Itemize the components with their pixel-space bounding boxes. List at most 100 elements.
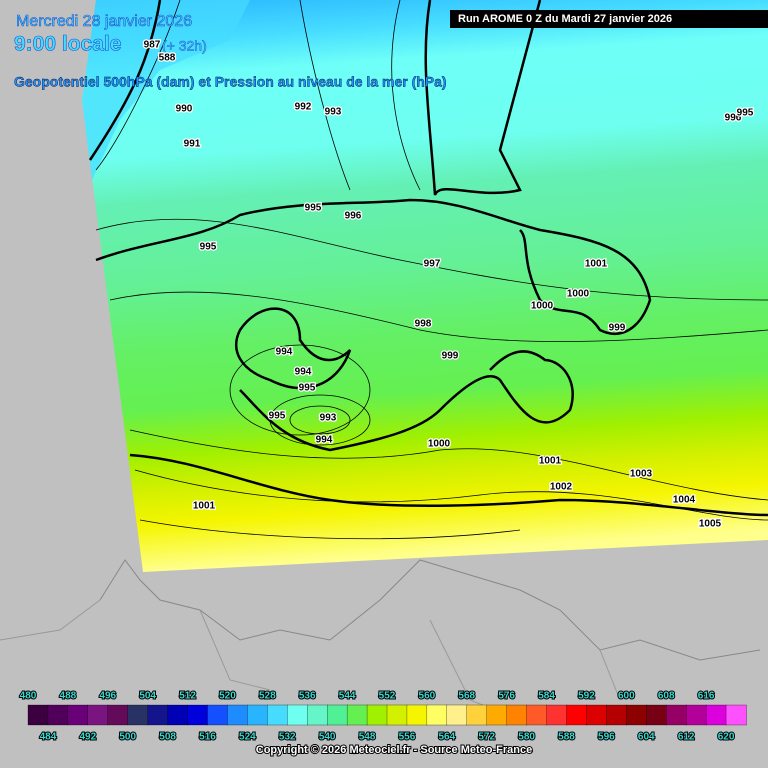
isobar-label: 992 [295, 102, 312, 113]
isobar-label: 990 [176, 104, 193, 115]
isobar-label: 1000 [531, 301, 554, 312]
legend-swatch [207, 704, 229, 726]
legend-swatch [686, 704, 707, 726]
legend-swatch [606, 704, 627, 726]
legend-swatch [247, 704, 268, 726]
legend-label: 540 [319, 732, 336, 743]
isobar-label: 999 [609, 323, 626, 334]
run-box [450, 10, 768, 28]
isobar-label: 1001 [585, 259, 608, 270]
legend-label: 480 [20, 691, 37, 702]
legend-swatch [725, 704, 747, 726]
run-info: Run AROME 0 Z du Mardi 27 janvier 2026 [458, 13, 672, 25]
legend-swatch [227, 704, 249, 726]
isobar-label: 994 [295, 367, 312, 378]
isobar-label: 998 [415, 319, 432, 330]
legend-swatch [646, 704, 667, 726]
isobar-label: 995 [305, 203, 322, 214]
legend-swatch [506, 704, 528, 726]
isobar-label: 588 [159, 53, 176, 64]
legend-swatch [287, 704, 308, 726]
isobar-label: 991 [184, 139, 201, 150]
legend-label: 496 [99, 691, 116, 702]
legend-swatch [107, 704, 129, 726]
legend-label: 584 [538, 691, 555, 702]
isobar-label: 1001 [193, 501, 216, 512]
legend-label: 572 [478, 732, 495, 743]
legend-label: 548 [359, 732, 376, 743]
legend-label: 564 [438, 732, 455, 743]
legend-label: 604 [638, 732, 655, 743]
legend-label: 532 [279, 732, 296, 743]
isobar-label: 995 [737, 108, 754, 119]
isobar-label: 993 [320, 413, 337, 424]
isobar-label: 1000 [567, 289, 590, 300]
legend-label: 488 [60, 691, 77, 702]
isobar-label: 995 [200, 242, 217, 253]
legend-label: 536 [299, 691, 316, 702]
legend-swatch [346, 704, 368, 726]
border [0, 599, 621, 721]
legend-label: 568 [458, 691, 475, 702]
legend-swatch [167, 704, 189, 726]
legend-swatch [526, 704, 548, 726]
legend-swatch [566, 704, 588, 726]
legend-swatch [446, 704, 468, 726]
legend: 480 484 488 492 496 500 504 508 512 516 520 524 528 5… [19, 690, 747, 744]
copyright: Copyright © 2026 Meteociel.fr - Source M… [256, 744, 532, 756]
legend-swatch [586, 704, 608, 726]
isobar-label: 995 [299, 383, 316, 394]
legend-label: 544 [339, 691, 356, 702]
forecast-date: Mercredi 28 janvier 2026 [16, 13, 192, 30]
legend-label: 588 [558, 732, 575, 743]
model-domain [82, 0, 768, 572]
legend-label: 600 [618, 691, 635, 702]
field-description: Geopotentiel 500hPa (dam) et Pression au… [14, 74, 447, 90]
legend-label: 508 [159, 732, 176, 743]
legend-swatch [327, 704, 348, 726]
legend-label: 520 [219, 691, 236, 702]
legend-label: 528 [259, 691, 276, 702]
legend-swatch [705, 704, 727, 726]
legend-label: 500 [119, 732, 136, 743]
isobar-label: 1003 [630, 469, 653, 480]
legend-label: 524 [239, 732, 256, 743]
legend-label: 560 [419, 691, 436, 702]
legend-swatch [27, 704, 49, 726]
legend-label: 556 [399, 732, 416, 743]
legend-label: 512 [179, 691, 196, 702]
legend-swatch [406, 704, 428, 726]
legend-label: 492 [79, 732, 96, 743]
legend-label: 616 [698, 691, 715, 702]
isobar-label: 993 [325, 107, 342, 118]
legend-label: 612 [678, 732, 695, 743]
legend-swatch [87, 704, 109, 726]
legend-label: 592 [578, 691, 595, 702]
legend-label: 608 [658, 691, 675, 702]
legend-swatch [486, 704, 508, 726]
legend-label: 596 [598, 732, 615, 743]
legend-label: 580 [518, 732, 535, 743]
isobar-label: 994 [276, 347, 293, 358]
isobar-label: 1001 [539, 456, 562, 467]
isobar-label: 1000 [428, 439, 451, 450]
isobars [95, 0, 768, 540]
isobar-label: 1002 [550, 482, 573, 493]
isobar-label: 999 [442, 351, 459, 362]
geopotential-band [82, 0, 250, 180]
legend-swatch [666, 704, 687, 726]
legend-swatch [307, 704, 328, 726]
legend-swatch [426, 704, 448, 726]
legend-label: 552 [379, 691, 396, 702]
forecast-lead: (+ 32h) [162, 38, 207, 54]
coast-outline [88, 0, 768, 517]
legend-swatch [267, 704, 288, 726]
isobar-label: 987 [144, 40, 161, 51]
isobar-label: 1004 [673, 495, 696, 506]
legend-swatch [47, 704, 69, 726]
isobar-label: 996 [345, 211, 362, 222]
isobar-label: 997 [424, 259, 441, 270]
isobar-label: 1005 [699, 519, 722, 530]
